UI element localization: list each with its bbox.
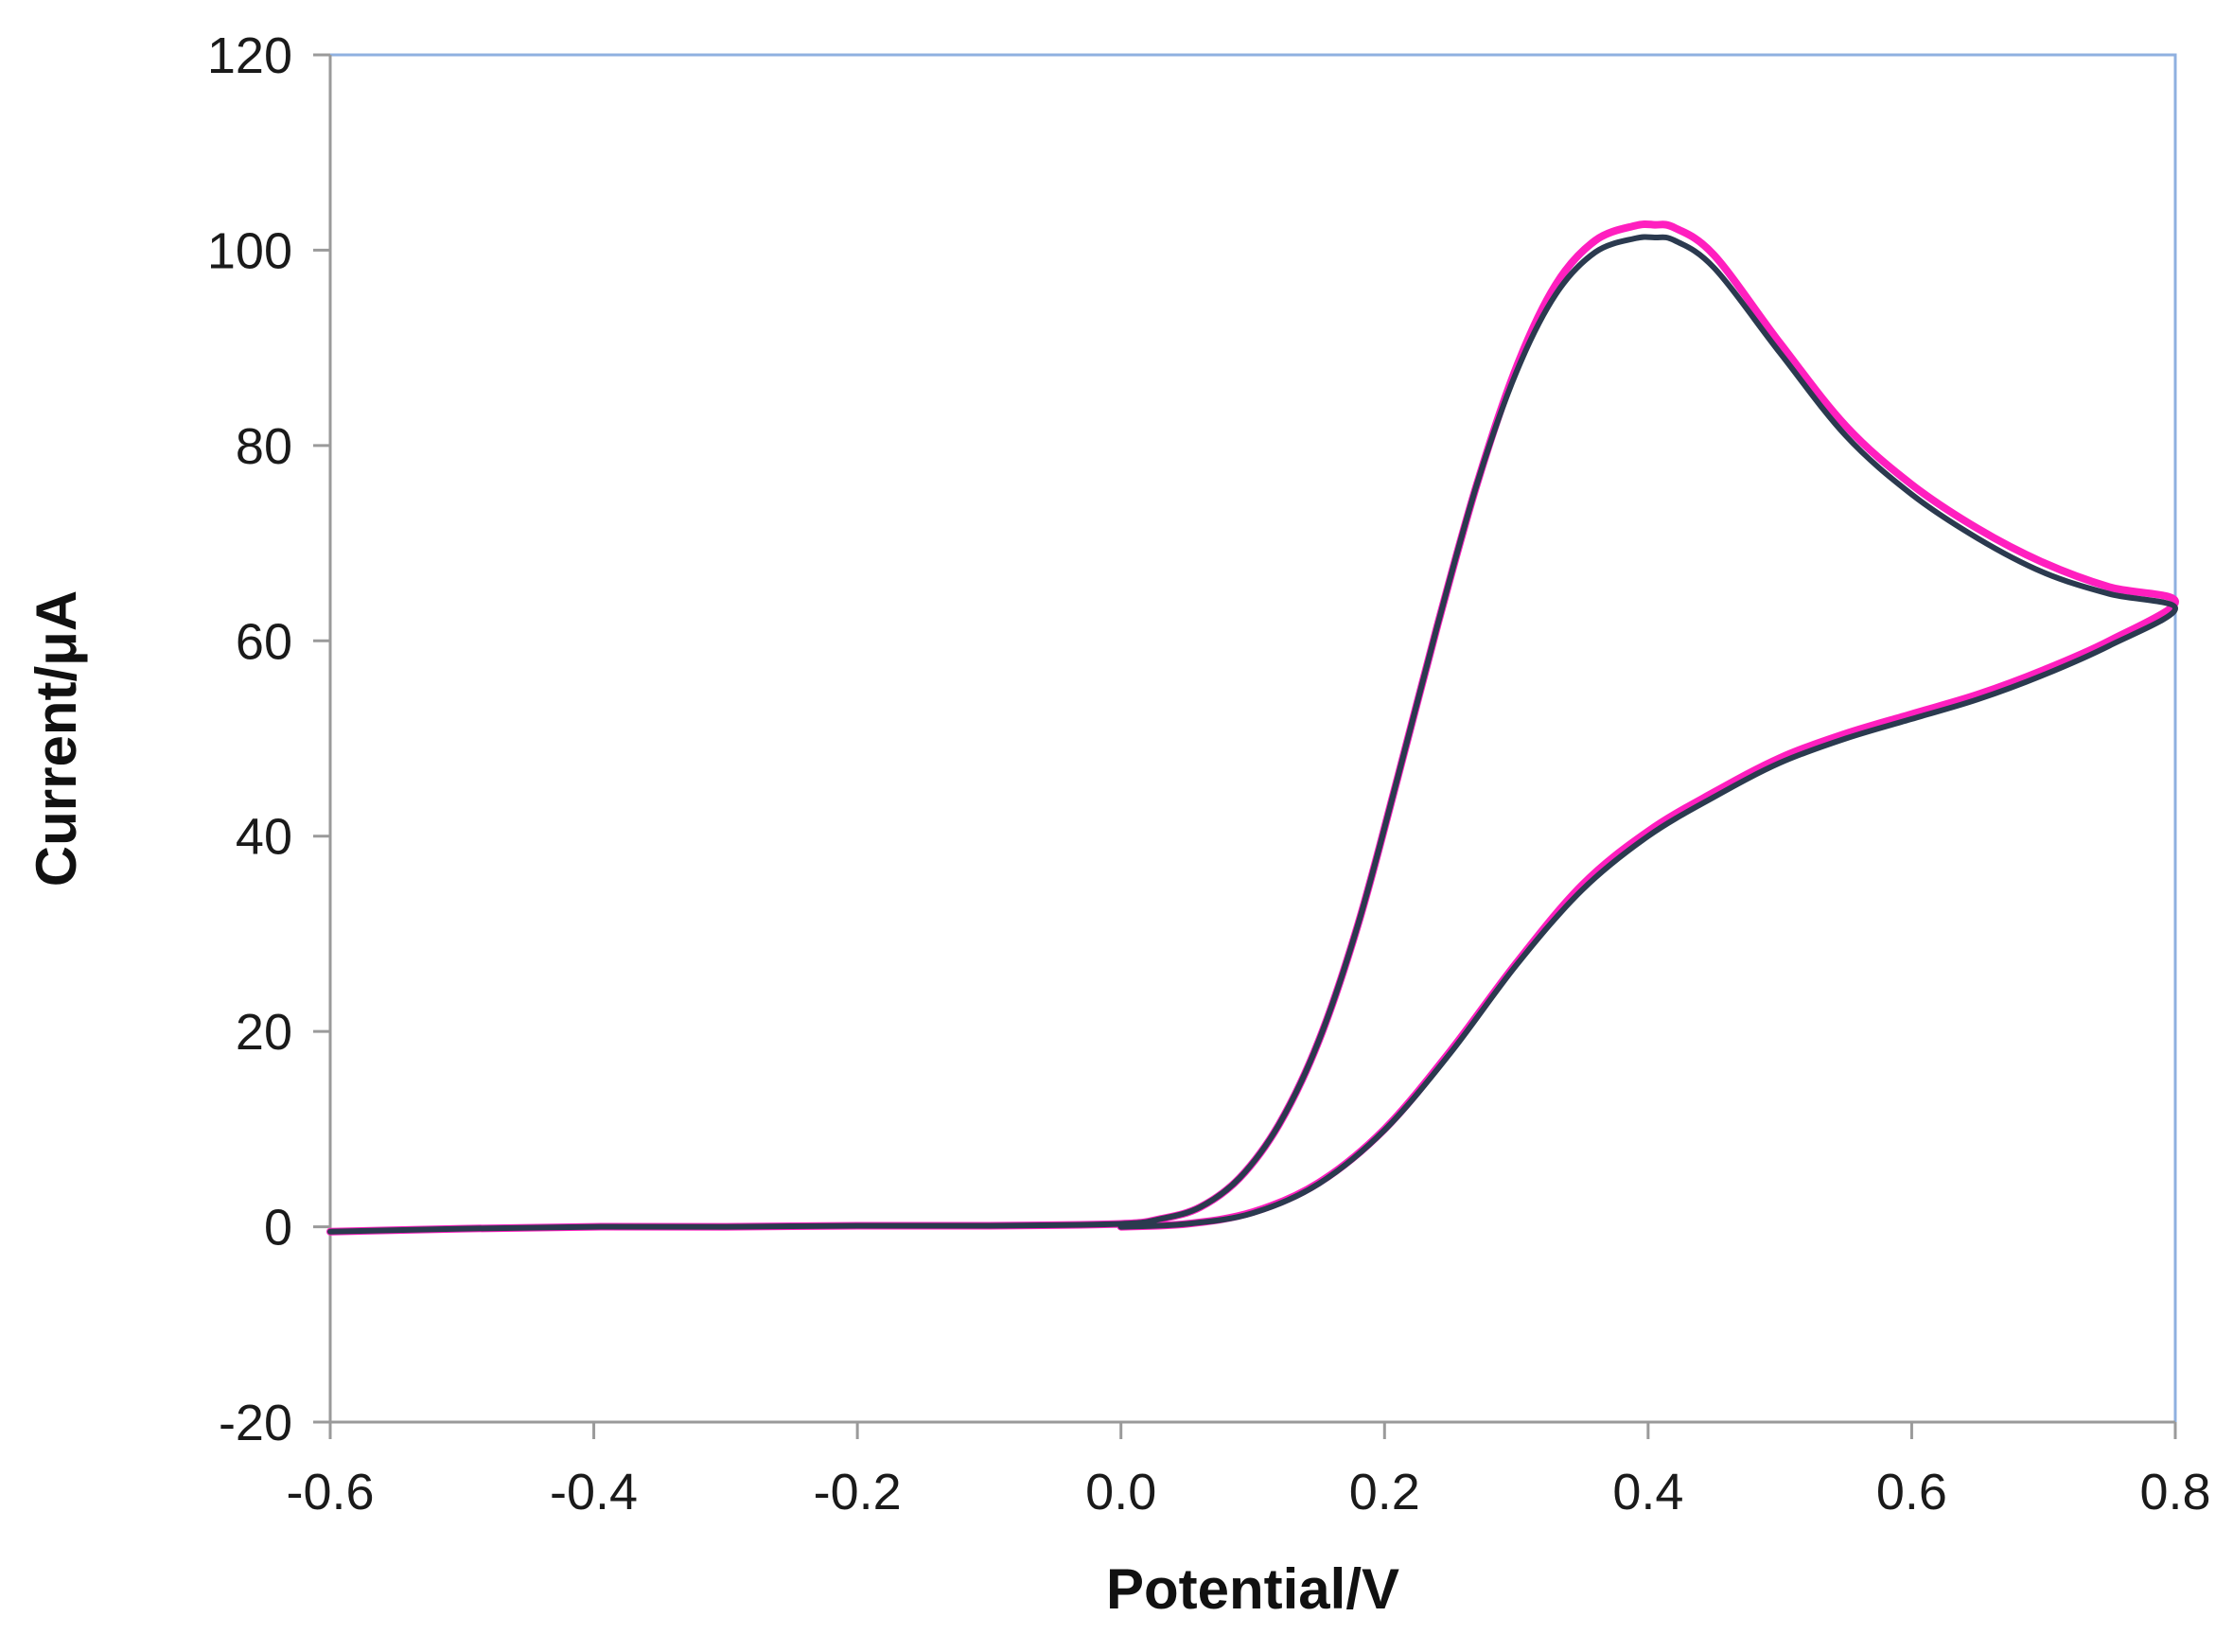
y-tick-label: 40 xyxy=(236,809,292,866)
y-tick-label: 100 xyxy=(207,222,292,279)
series-layer xyxy=(326,220,2179,1236)
y-tick-label: 120 xyxy=(207,27,292,84)
x-tick-label: 0.6 xyxy=(1876,1464,1947,1520)
y-axis-ticks: -20 0 20 40 60 80 100 120 xyxy=(207,27,330,1451)
x-tick-label: -0.2 xyxy=(814,1464,902,1520)
y-tick-label: 20 xyxy=(236,1004,292,1061)
x-axis-title: Potential/V xyxy=(1106,1557,1399,1621)
x-axis-ticks: -0.6 -0.4 -0.2 0.0 0.2 0.4 0.6 0.8 xyxy=(286,1422,2211,1520)
x-tick-label: 0.4 xyxy=(1612,1464,1683,1520)
y-tick-label: -20 xyxy=(219,1395,292,1451)
series-line-2 xyxy=(327,234,2178,1235)
x-tick-label: 0.8 xyxy=(2139,1464,2210,1520)
x-tick-label: 0.2 xyxy=(1349,1464,1420,1520)
x-tick-label: -0.4 xyxy=(550,1464,638,1520)
x-tick-label: 0.0 xyxy=(1085,1464,1156,1520)
y-tick-label: 0 xyxy=(264,1200,292,1257)
y-axis-title: Current/μA xyxy=(25,590,88,887)
y-tick-label: 60 xyxy=(236,613,292,670)
x-tick-label: -0.6 xyxy=(286,1464,374,1520)
y-tick-label: 80 xyxy=(236,418,292,475)
